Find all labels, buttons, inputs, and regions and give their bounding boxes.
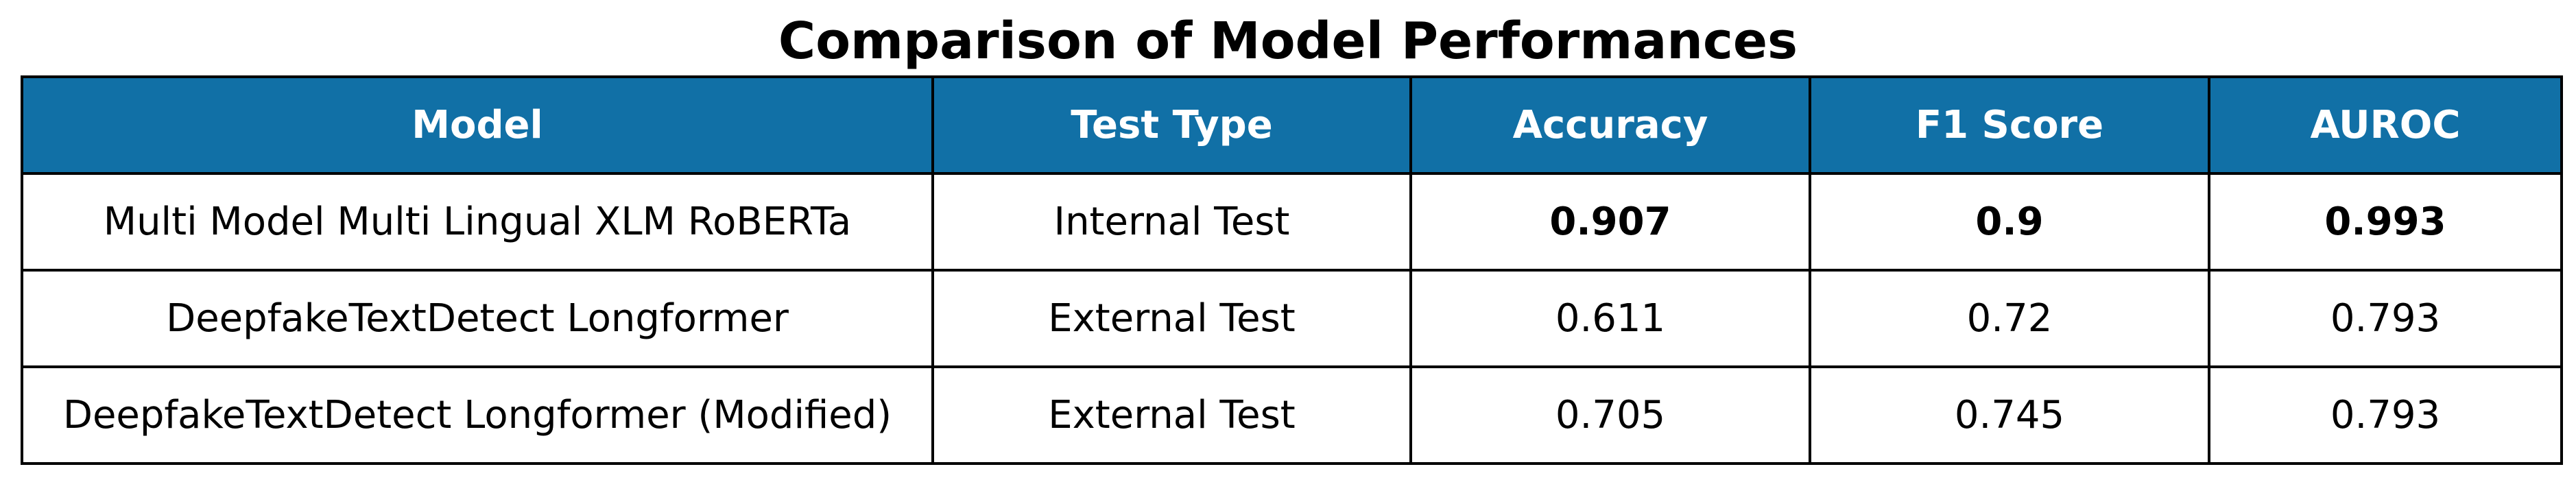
cell-f1-score: 0.72 (1809, 269, 2210, 368)
table-row: DeepfakeTextDetect Longformer External T… (21, 269, 2563, 368)
cell-accuracy: 0.907 (1409, 172, 1811, 272)
cell-accuracy: 0.611 (1409, 269, 1811, 368)
table-row: Multi Model Multi Lingual XLM RoBERTa In… (21, 172, 2563, 272)
cell-auroc: 0.793 (2208, 365, 2563, 465)
cell-accuracy: 0.705 (1409, 365, 1811, 465)
cell-test-type: Internal Test (931, 172, 1412, 272)
header-cell-auroc: AUROC (2208, 75, 2563, 175)
cell-model: Multi Model Multi Lingual XLM RoBERTa (21, 172, 934, 272)
results-table: Model Test Type Accuracy F1 Score AUROC … (21, 75, 2563, 465)
cell-auroc: 0.793 (2208, 269, 2563, 368)
header-cell-test-type: Test Type (931, 75, 1412, 175)
cell-f1-score: 0.745 (1809, 365, 2210, 465)
cell-test-type: External Test (931, 269, 1412, 368)
cell-auroc: 0.993 (2208, 172, 2563, 272)
cell-f1-score: 0.9 (1809, 172, 2210, 272)
header-row: Model Test Type Accuracy F1 Score AUROC (21, 75, 2563, 175)
table-row: DeepfakeTextDetect Longformer (Modified)… (21, 365, 2563, 465)
header-cell-accuracy: Accuracy (1409, 75, 1811, 175)
header-cell-model: Model (21, 75, 934, 175)
chart-title: Comparison of Model Performances (778, 12, 1798, 71)
cell-test-type: External Test (931, 365, 1412, 465)
header-cell-f1-score: F1 Score (1809, 75, 2210, 175)
cell-model: DeepfakeTextDetect Longformer (21, 269, 934, 368)
cell-model: DeepfakeTextDetect Longformer (Modified) (21, 365, 934, 465)
